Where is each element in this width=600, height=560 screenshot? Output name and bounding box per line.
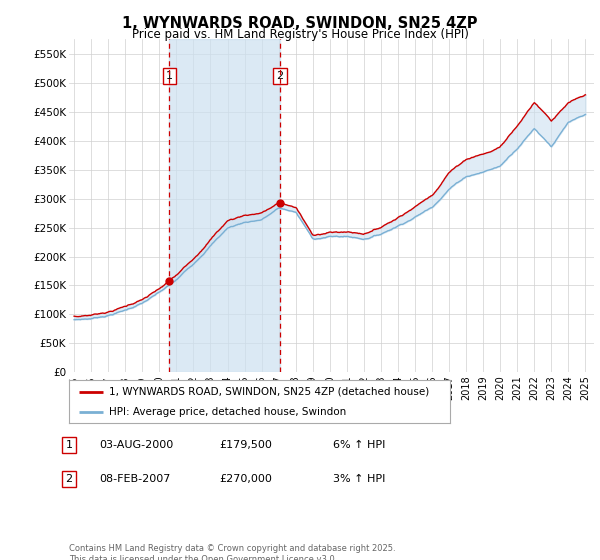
Text: 08-FEB-2007: 08-FEB-2007	[99, 474, 170, 484]
Text: 1: 1	[166, 71, 173, 81]
Text: 6% ↑ HPI: 6% ↑ HPI	[333, 440, 385, 450]
Text: 2: 2	[65, 474, 73, 484]
Text: 2: 2	[277, 71, 284, 81]
Text: 1, WYNWARDS ROAD, SWINDON, SN25 4ZP: 1, WYNWARDS ROAD, SWINDON, SN25 4ZP	[122, 16, 478, 31]
Text: 1, WYNWARDS ROAD, SWINDON, SN25 4ZP (detached house): 1, WYNWARDS ROAD, SWINDON, SN25 4ZP (det…	[109, 387, 429, 396]
Text: Contains HM Land Registry data © Crown copyright and database right 2025.
This d: Contains HM Land Registry data © Crown c…	[69, 544, 395, 560]
Text: £270,000: £270,000	[219, 474, 272, 484]
Text: HPI: Average price, detached house, Swindon: HPI: Average price, detached house, Swin…	[109, 407, 346, 417]
Text: 3% ↑ HPI: 3% ↑ HPI	[333, 474, 385, 484]
Bar	[169, 39, 280, 372]
Text: 03-AUG-2000: 03-AUG-2000	[99, 440, 173, 450]
Text: 1: 1	[65, 440, 73, 450]
Text: Price paid vs. HM Land Registry's House Price Index (HPI): Price paid vs. HM Land Registry's House …	[131, 28, 469, 41]
Text: £179,500: £179,500	[219, 440, 272, 450]
